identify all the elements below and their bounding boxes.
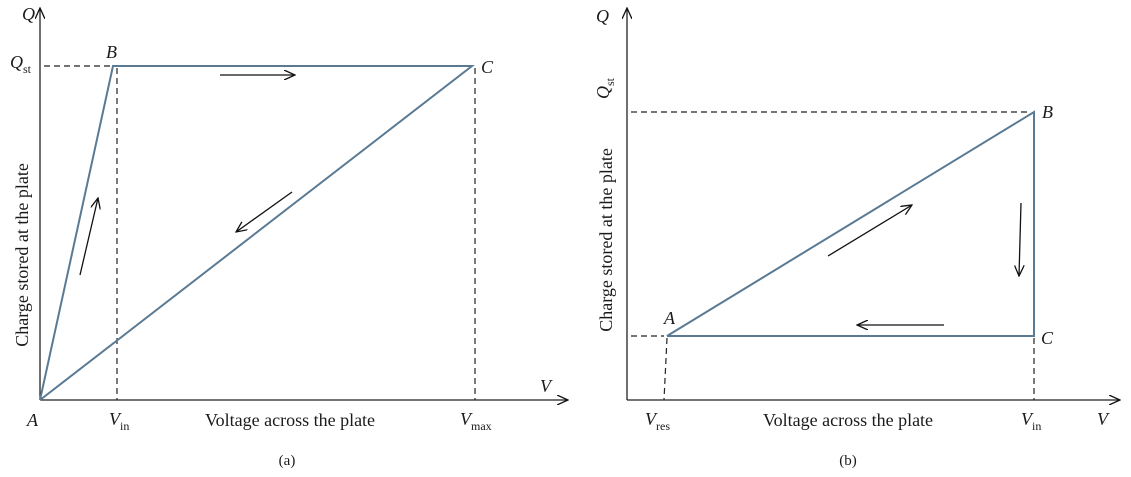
panel-a-vin-tick: Vin — [109, 409, 129, 433]
panel-a-caption: (a) — [279, 453, 296, 469]
panel-a-x-axis-symbol: V — [540, 376, 553, 396]
panel-b-vres-tick: Vres — [645, 409, 670, 433]
panel-a-point-a: A — [26, 410, 39, 430]
panel-b-x-axis-symbol: V — [1097, 409, 1110, 429]
panel-b-arrow-down — [1019, 202, 1021, 276]
panel-b-caption: (b) — [839, 453, 857, 469]
panel-b-point-a: A — [663, 308, 676, 328]
panel-a-arrow-down-left — [236, 191, 293, 232]
panel-a-point-b: B — [106, 42, 117, 62]
panel-b-cycle-curve — [666, 110, 1035, 337]
panel-a-point-c: C — [481, 57, 494, 77]
panel-a-y-axis-symbol: Q — [22, 4, 35, 24]
panel-b-qst-tick: Qst — [593, 77, 617, 99]
panel-b-y-axis-symbol: Q — [596, 6, 609, 26]
panel-a-y-axis-label: Charge stored at the plate — [12, 163, 32, 347]
panel-b-vin-tick: Vin — [1021, 409, 1041, 433]
panel-b-point-c: C — [1041, 328, 1054, 348]
panel-b-y-axis-label: Charge stored at the plate — [596, 148, 616, 332]
panel-a: Q V Qst Charge stored at the plate Volta… — [10, 4, 568, 469]
panel-a-x-axis-label: Voltage across the plate — [205, 410, 375, 430]
panel-b-x-axis-label: Voltage across the plate — [763, 410, 933, 430]
panel-a-vmax-tick: Vmax — [460, 409, 492, 433]
panel-a-cycle-curve — [39, 65, 475, 401]
panel-b-vres-guide — [663, 337, 668, 401]
panel-b-arrow-up-right — [827, 205, 912, 257]
panel-b-point-b: B — [1042, 102, 1053, 122]
panel-a-arrow-up — [79, 198, 98, 276]
panel-a-qst-tick: Qst — [10, 52, 32, 76]
panel-b: Q V Qst Charge stored at the plate Volta… — [593, 6, 1120, 469]
